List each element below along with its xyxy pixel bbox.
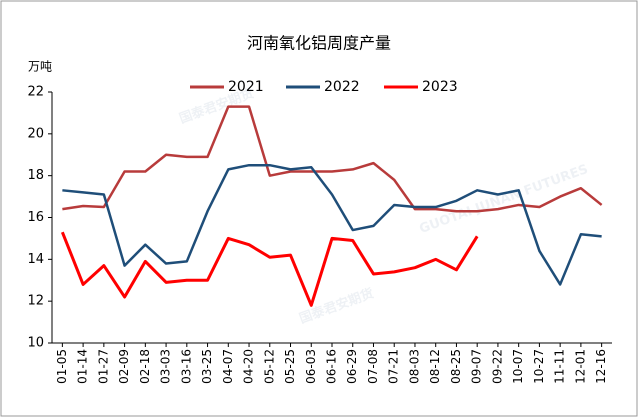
x-tick-label: 05-12 xyxy=(262,349,276,384)
x-tick-label: 02-09 xyxy=(117,349,131,384)
x-tick-label: 06-16 xyxy=(325,349,339,384)
x-tick-label: 02-18 xyxy=(138,349,152,384)
x-tick-label: 03-25 xyxy=(200,349,214,384)
x-tick-label: 01-05 xyxy=(55,349,69,384)
line-series xyxy=(60,231,479,307)
x-tick-label: 10-07 xyxy=(511,349,525,384)
y-tick-label: 12 xyxy=(27,294,44,309)
x-tick-label: 08-25 xyxy=(449,349,463,384)
x-tick-label: 09-07 xyxy=(470,349,484,384)
x-tick-label: 08-12 xyxy=(428,349,442,384)
legend-label: 2022 xyxy=(324,79,360,95)
x-tick-label: 07-21 xyxy=(387,349,401,384)
legend-label: 2021 xyxy=(228,79,264,95)
x-tick-label: 12-16 xyxy=(594,349,608,384)
x-tick-label: 07-08 xyxy=(366,349,380,384)
x-tick-label: 08-03 xyxy=(407,349,421,384)
x-tick-label: 03-03 xyxy=(159,349,173,384)
y-tick-label: 14 xyxy=(27,252,44,267)
x-tick-label: 01-27 xyxy=(96,349,110,384)
x-tick-label: 11-11 xyxy=(553,349,567,384)
y-tick-label: 22 xyxy=(27,85,44,100)
x-tick-label: 06-03 xyxy=(304,349,318,384)
x-tick-label: 05-25 xyxy=(283,349,297,384)
y-unit: 万吨 xyxy=(28,60,52,74)
x-tick-label: 01-14 xyxy=(76,349,90,384)
line-series xyxy=(62,105,603,213)
y-tick-label: 20 xyxy=(27,126,44,141)
x-tick-label: 04-20 xyxy=(242,349,256,384)
x-tick-label: 12-01 xyxy=(573,349,587,384)
chart-title: 河南氧化铝周度产量 xyxy=(247,34,391,53)
legend-label: 2023 xyxy=(422,79,458,95)
y-tick-label: 18 xyxy=(27,168,44,183)
x-tick-label: 04-07 xyxy=(221,349,235,384)
y-tick-label: 16 xyxy=(27,210,44,225)
y-tick-label: 10 xyxy=(27,336,44,351)
x-tick-label: 09-22 xyxy=(490,349,504,384)
x-tick-label: 03-16 xyxy=(179,349,193,384)
x-tick-label: 10-27 xyxy=(532,349,546,384)
line-series xyxy=(62,163,602,286)
x-tick-label: 06-29 xyxy=(345,349,359,384)
